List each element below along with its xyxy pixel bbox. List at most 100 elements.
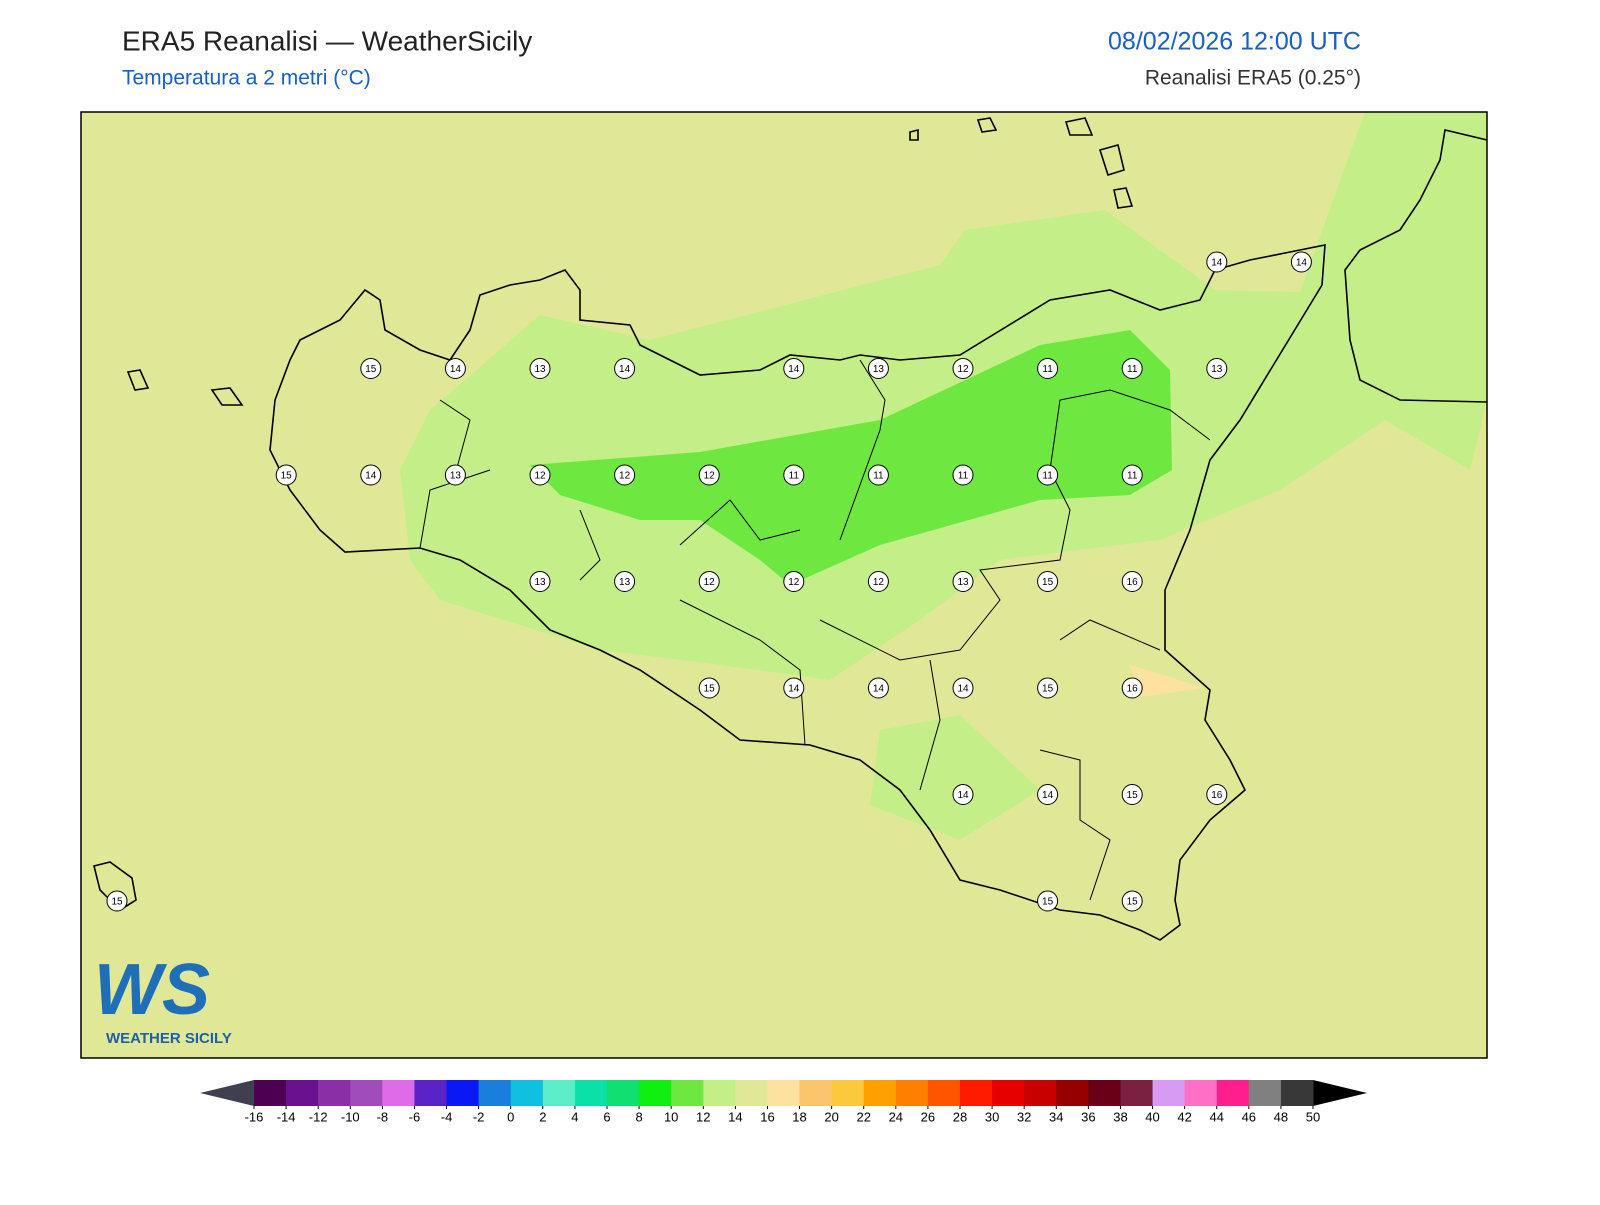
station-marker: [1290, 251, 1312, 273]
station-value: 11: [1127, 364, 1138, 375]
colorbar-tick-label: 14: [728, 1109, 742, 1124]
colorbar-tick-label: -6: [409, 1109, 421, 1124]
station-value: 15: [1042, 684, 1054, 695]
station-value: 14: [788, 364, 800, 375]
station-value: 15: [704, 684, 716, 695]
station-marker: [1206, 358, 1228, 379]
colorbar-tick-label: -4: [441, 1109, 453, 1124]
station-value: 13: [957, 577, 969, 588]
station-value: 14: [873, 684, 885, 695]
station-marker: [867, 358, 889, 379]
colorbar-segment: [895, 1080, 929, 1106]
station-marker: [275, 464, 297, 486]
station-value: 15: [111, 897, 123, 908]
station-marker: [698, 571, 720, 592]
colorbar-tick-label: 46: [1242, 1109, 1256, 1124]
station-value: 14: [1211, 258, 1223, 269]
colorbar-segment: [574, 1080, 608, 1106]
colorbar-tick-label: -14: [277, 1109, 296, 1124]
colorbar-tick-label: 32: [1017, 1109, 1031, 1124]
station-value: 13: [1211, 364, 1223, 375]
station-marker: [444, 358, 466, 379]
colorbar-segment: [1184, 1080, 1218, 1106]
colorbar-tick-label: 22: [856, 1109, 870, 1124]
colorbar-segment: [254, 1080, 287, 1106]
colorbar-segment: [671, 1080, 704, 1106]
calabria-coast: [1344, 129, 1488, 403]
station-marker: [360, 464, 382, 486]
station-value: 11: [1042, 471, 1053, 482]
station-marker: [952, 358, 974, 379]
station-value: 13: [450, 471, 462, 482]
station-value: 15: [281, 471, 293, 482]
station-marker: [1037, 890, 1059, 912]
station-marker: [529, 571, 551, 592]
colorbar-tick-label: 24: [889, 1109, 903, 1124]
colorbar-segment: [1024, 1080, 1057, 1106]
colorbar-segment: [863, 1080, 897, 1106]
station-value: 11: [1042, 364, 1053, 375]
colorbar-tick-label: 16: [760, 1109, 774, 1124]
colorbar-segment: [703, 1080, 736, 1106]
colorbar-segment: [542, 1080, 576, 1106]
colorbar-tick-label: 12: [696, 1109, 710, 1124]
colorbar-tick-label: -2: [473, 1109, 485, 1124]
colorbar-segment: [799, 1080, 833, 1106]
station-marker: [1121, 677, 1143, 699]
colorbar-tick-label: -12: [309, 1109, 328, 1124]
colorbar-tick-label: -8: [377, 1109, 389, 1124]
colorbar-segment: [510, 1080, 544, 1106]
logo-mark: WS: [94, 950, 210, 1030]
station-marker: [1121, 464, 1143, 486]
station-marker: [1121, 358, 1143, 379]
colorbar-tick-label: 34: [1049, 1109, 1063, 1124]
station-marker: [529, 464, 551, 486]
station-marker: [1121, 890, 1143, 912]
station-value: 13: [534, 577, 546, 588]
colorbar-segment: [1088, 1080, 1121, 1106]
colorbar-segment: [831, 1080, 865, 1106]
colorbar-tick-label: 48: [1274, 1109, 1288, 1124]
station-marker: [867, 677, 889, 699]
colorbar-tick-label: 2: [539, 1109, 546, 1124]
datetime: 08/02/2026 12:00 UTC: [1108, 28, 1361, 56]
station-marker: [1121, 571, 1143, 592]
station-marker: [1037, 784, 1059, 805]
colorbar-segment: [382, 1080, 415, 1106]
colorbar-tick-label: 50: [1306, 1109, 1320, 1124]
station-marker: [444, 464, 466, 486]
station-marker: [1206, 251, 1228, 273]
colorbar-segment: [735, 1080, 768, 1106]
colorbar-segment: [1056, 1080, 1089, 1106]
colorbar-segment: [1120, 1080, 1154, 1106]
station-value: 16: [1127, 684, 1139, 695]
subtitle: Temperatura a 2 metri (°C): [122, 67, 371, 90]
station-value: 14: [450, 364, 462, 375]
coastlines: [93, 117, 1488, 941]
colorbar-tick-label: -10: [341, 1109, 360, 1124]
province-borders: [419, 359, 1211, 901]
station-value: 13: [534, 364, 546, 375]
temperature-field: [400, 112, 1487, 840]
colorbar-segment: [1216, 1080, 1250, 1106]
station-value: 15: [1127, 790, 1139, 801]
station-value: 12: [873, 577, 885, 588]
map-frame: [80, 111, 1488, 1059]
station-marker: [1037, 677, 1059, 699]
station-value: 15: [1042, 897, 1054, 908]
station-value: 14: [788, 684, 800, 695]
station-marker: [867, 571, 889, 592]
station-marker: [952, 677, 974, 699]
station-marker: [783, 464, 805, 486]
station-value: 12: [534, 471, 546, 482]
station-marker: [783, 677, 805, 699]
station-value: 16: [1127, 577, 1139, 588]
colorbar-segment: [992, 1080, 1025, 1106]
colorbar-tick-label: 4: [571, 1109, 578, 1124]
station-value: 12: [619, 471, 631, 482]
station-labels: 14 14 15 14 13 14 14 13 12 11 11 13 15 14 13 12 12 12 11 11…: [106, 251, 1312, 912]
station-marker: [952, 464, 974, 486]
station-marker: [783, 571, 805, 592]
station-marker: [614, 464, 636, 486]
